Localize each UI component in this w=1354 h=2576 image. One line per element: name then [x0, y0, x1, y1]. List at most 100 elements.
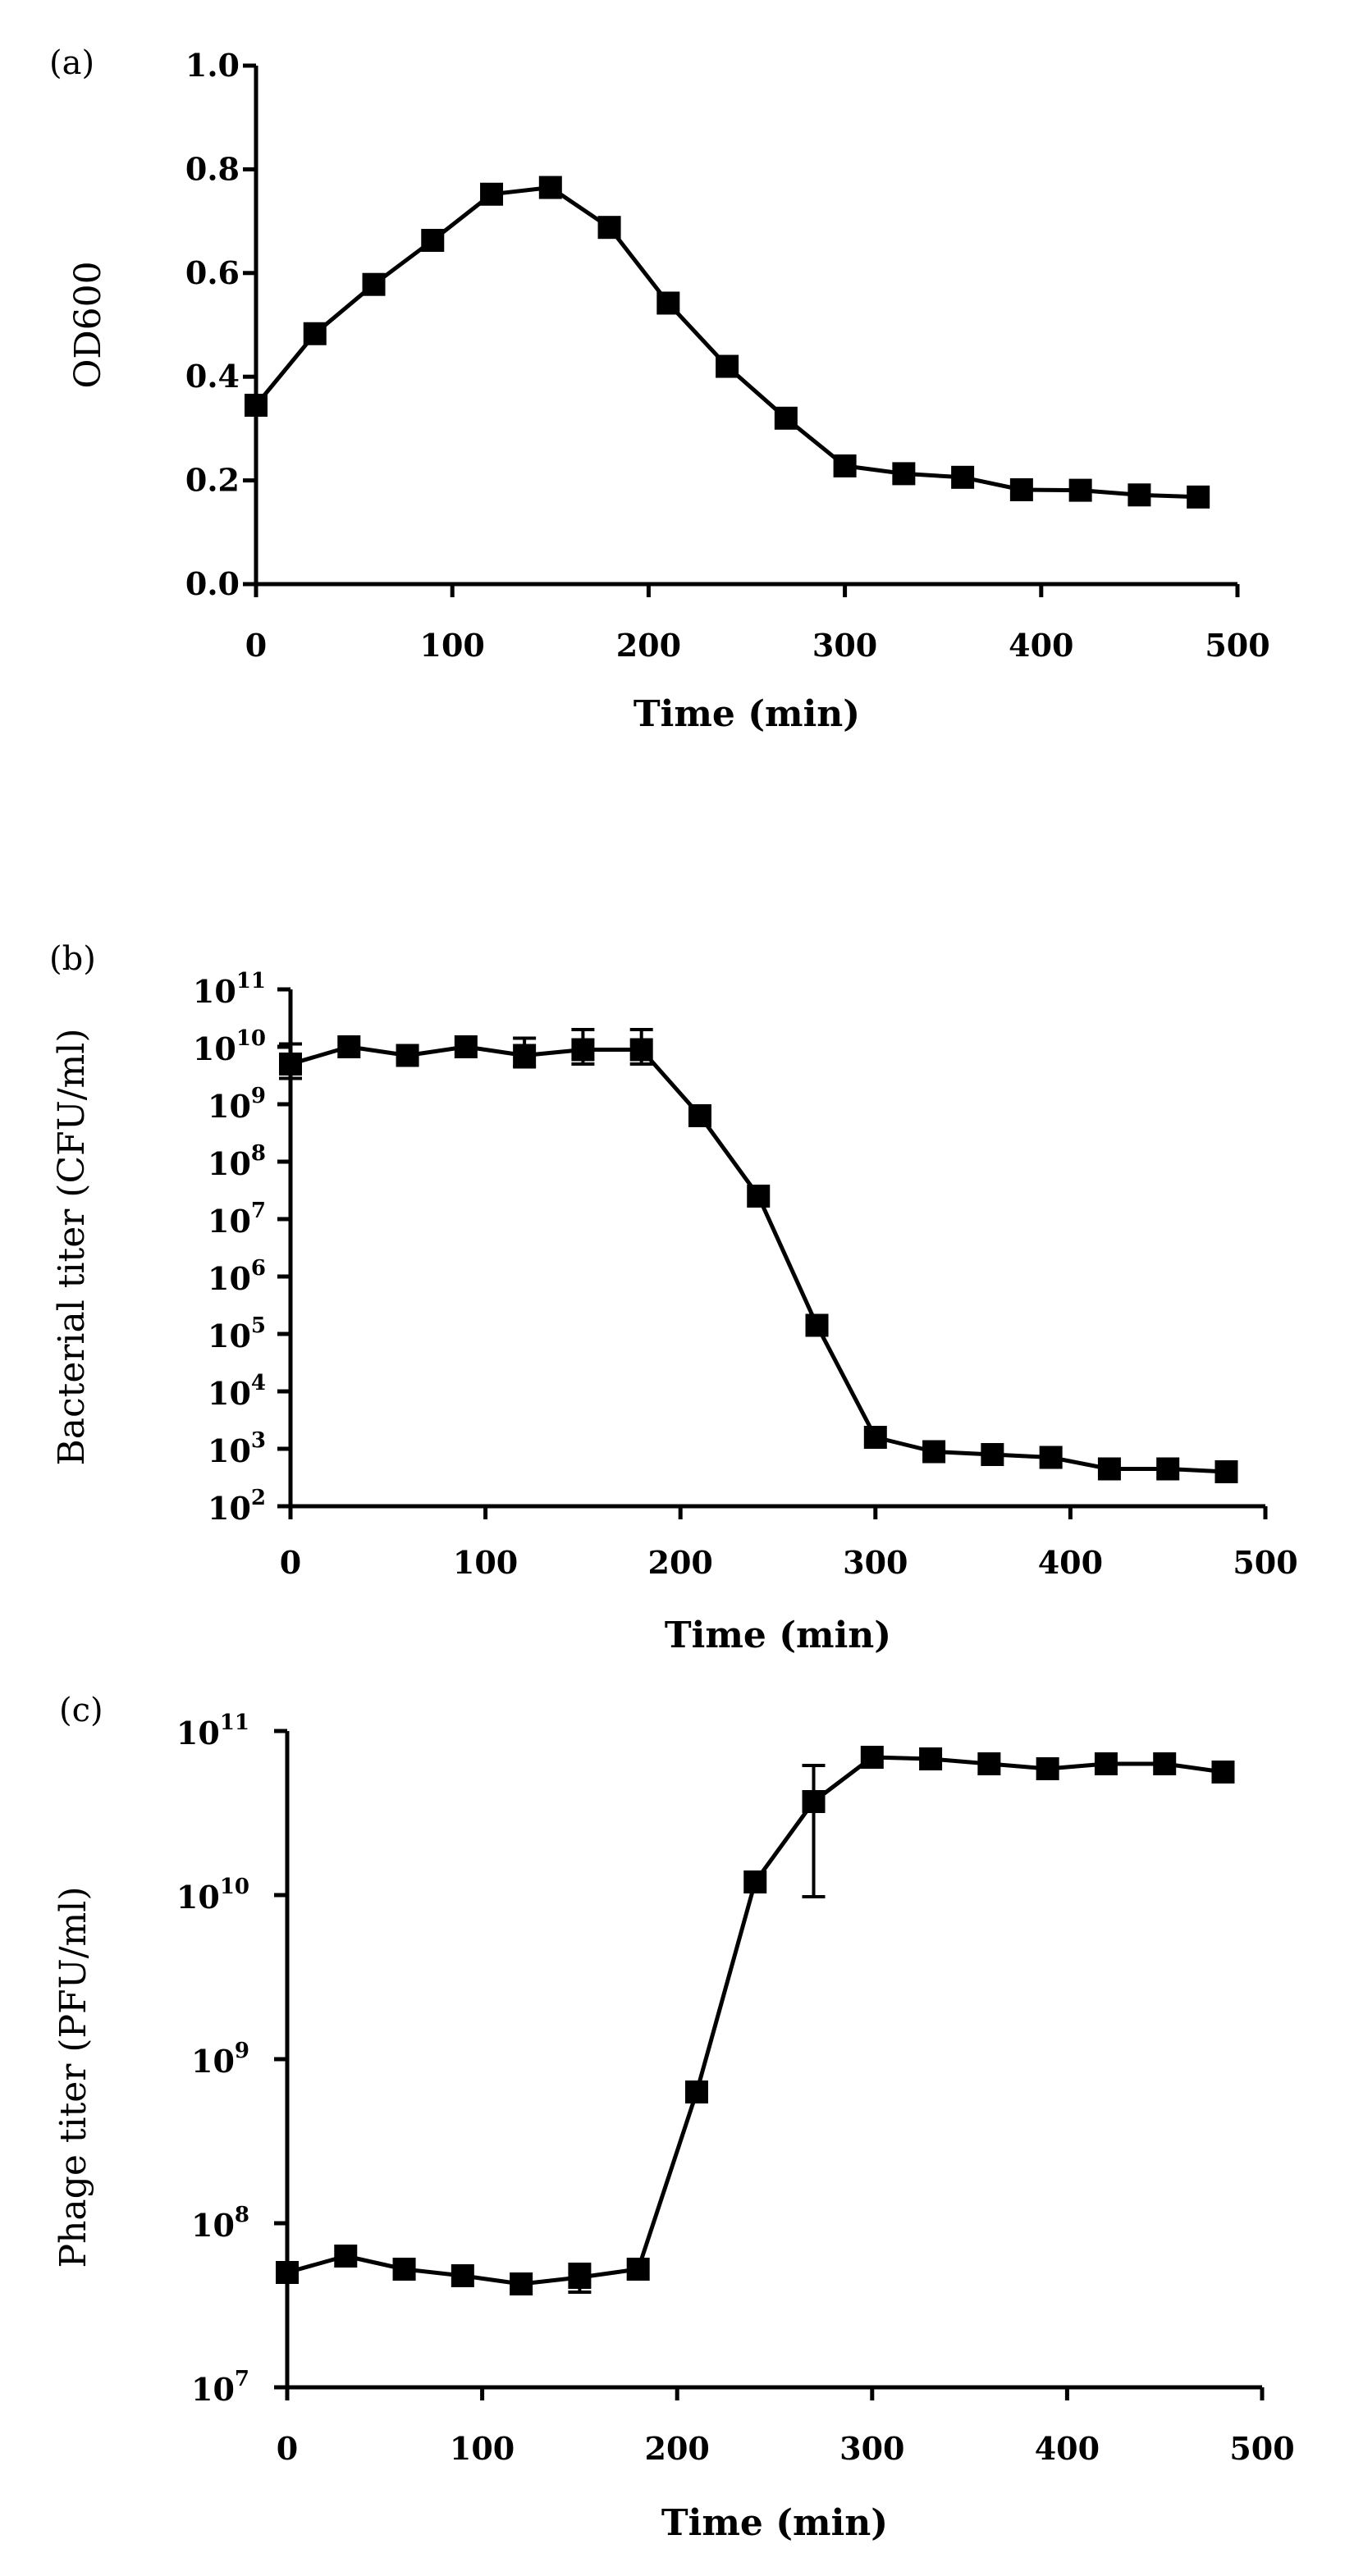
y-tick-label: 105 — [208, 1313, 266, 1354]
data-point — [363, 273, 386, 296]
data-point — [1010, 478, 1033, 501]
data-point — [337, 1035, 360, 1058]
y-tick-label: 106 — [208, 1256, 266, 1297]
y-axis-title: OD600 — [67, 261, 109, 388]
x-tick-label: 300 — [843, 1544, 908, 1581]
data-point — [685, 2080, 708, 2103]
data-point — [1036, 1757, 1059, 1780]
y-tick-label: 102 — [208, 1486, 266, 1527]
data-point — [451, 2264, 474, 2287]
x-tick-label: 200 — [645, 2430, 710, 2467]
y-tick-label: 0.4 — [185, 358, 240, 395]
y-tick-label: 1010 — [176, 1875, 249, 1916]
data-point — [539, 176, 562, 199]
y-tick-label: 1010 — [193, 1026, 266, 1067]
y-tick-label: 108 — [208, 1141, 266, 1182]
data-point — [630, 1039, 653, 1062]
y-tick-label: 107 — [191, 2367, 249, 2408]
series-line — [256, 188, 1198, 497]
data-point — [656, 291, 679, 314]
data-point — [1095, 1752, 1118, 1775]
data-point — [276, 2261, 299, 2284]
data-point — [951, 466, 974, 489]
panel-a: (a) OD600 Time (min) 0 100 200 300 400 500 0.0… — [49, 44, 1270, 735]
data-point — [1098, 1458, 1121, 1481]
data-point — [981, 1443, 1004, 1466]
data-point — [747, 1185, 770, 1208]
data-point — [1069, 479, 1092, 502]
data-point — [834, 454, 857, 477]
y-tick-label: 0.2 — [185, 462, 240, 499]
y-tick-label: 0.8 — [185, 150, 240, 187]
x-tick-label: 500 — [1233, 1544, 1297, 1581]
x-axis-title: Time (min) — [665, 1615, 891, 1656]
panel-label: (b) — [49, 940, 96, 978]
y-tick-label: 107 — [208, 1199, 266, 1240]
series-line — [287, 1757, 1224, 2284]
x-tick-label: 0 — [280, 1544, 301, 1581]
x-tick-label: 400 — [1038, 1544, 1103, 1581]
data-point — [571, 1039, 594, 1062]
x-tick-label: 300 — [812, 627, 877, 664]
x-axis-title: Time (min) — [634, 693, 860, 735]
data-point — [716, 355, 739, 378]
x-axis-title: Time (min) — [661, 2502, 888, 2544]
data-point — [396, 1044, 419, 1067]
panel-label: (c) — [59, 1692, 103, 1729]
y-axis-title: Bacterial titer (CFU/ml) — [51, 1028, 93, 1465]
figure: (a) OD600 Time (min) 0 100 200 300 400 5000.0… — [0, 0, 1354, 2576]
data-point — [892, 462, 915, 485]
y-tick-label: 108 — [191, 2203, 249, 2244]
y-tick-label: 103 — [208, 1428, 266, 1469]
y-tick-label: 0.6 — [185, 254, 240, 291]
data-point — [568, 2266, 591, 2289]
x-tick-label: 100 — [450, 2430, 515, 2467]
data-point — [334, 2245, 357, 2268]
data-point — [510, 2272, 533, 2295]
data-point — [688, 1104, 711, 1127]
panel-b: (b) Bacterial titer (CFU/ml) Time (min) … — [49, 940, 1298, 1656]
data-point — [304, 322, 327, 345]
data-point — [1187, 486, 1210, 509]
data-point — [627, 2258, 650, 2281]
x-tick-label: 400 — [1009, 627, 1073, 664]
data-point — [919, 1747, 942, 1770]
data-point — [1128, 483, 1150, 506]
x-tick-label: 200 — [648, 1544, 713, 1581]
x-tick-label: 400 — [1035, 2430, 1100, 2467]
data-point — [245, 394, 268, 417]
data-point — [1214, 1460, 1237, 1483]
y-tick-label: 104 — [208, 1371, 266, 1412]
x-tick-label: 0 — [245, 627, 267, 664]
data-point — [922, 1441, 945, 1464]
panel-c: (c) Phage titer (PFU/ml) Time (min) 0 100… — [53, 1692, 1295, 2544]
y-tick-label: 109 — [191, 2039, 249, 2080]
panel-label: (a) — [49, 44, 94, 82]
x-tick-label: 100 — [420, 627, 485, 664]
x-tick-label: 500 — [1205, 627, 1269, 664]
data-point — [864, 1426, 887, 1449]
data-point — [1211, 1761, 1234, 1784]
data-point — [977, 1752, 1000, 1775]
y-tick-label: 109 — [208, 1084, 266, 1125]
data-point — [455, 1035, 478, 1058]
data-point — [279, 1053, 302, 1076]
data-point — [775, 407, 798, 430]
data-point — [1156, 1458, 1179, 1481]
data-point — [803, 1790, 826, 1813]
x-tick-label: 0 — [277, 2430, 298, 2467]
data-point — [806, 1314, 829, 1337]
data-point — [861, 1746, 884, 1769]
data-point — [1153, 1752, 1176, 1775]
y-tick-label: 1011 — [176, 1710, 249, 1752]
y-tick-label: 1011 — [193, 969, 266, 1010]
data-point — [743, 1870, 766, 1893]
x-tick-label: 500 — [1229, 2430, 1294, 2467]
data-point — [480, 183, 503, 206]
y-axis-title: Phage titer (PFU/ml) — [53, 1886, 94, 2268]
y-tick-label: 1.0 — [185, 47, 240, 84]
data-point — [1040, 1446, 1063, 1469]
x-tick-label: 200 — [616, 627, 681, 664]
data-point — [513, 1044, 536, 1067]
series-line — [290, 1047, 1227, 1472]
